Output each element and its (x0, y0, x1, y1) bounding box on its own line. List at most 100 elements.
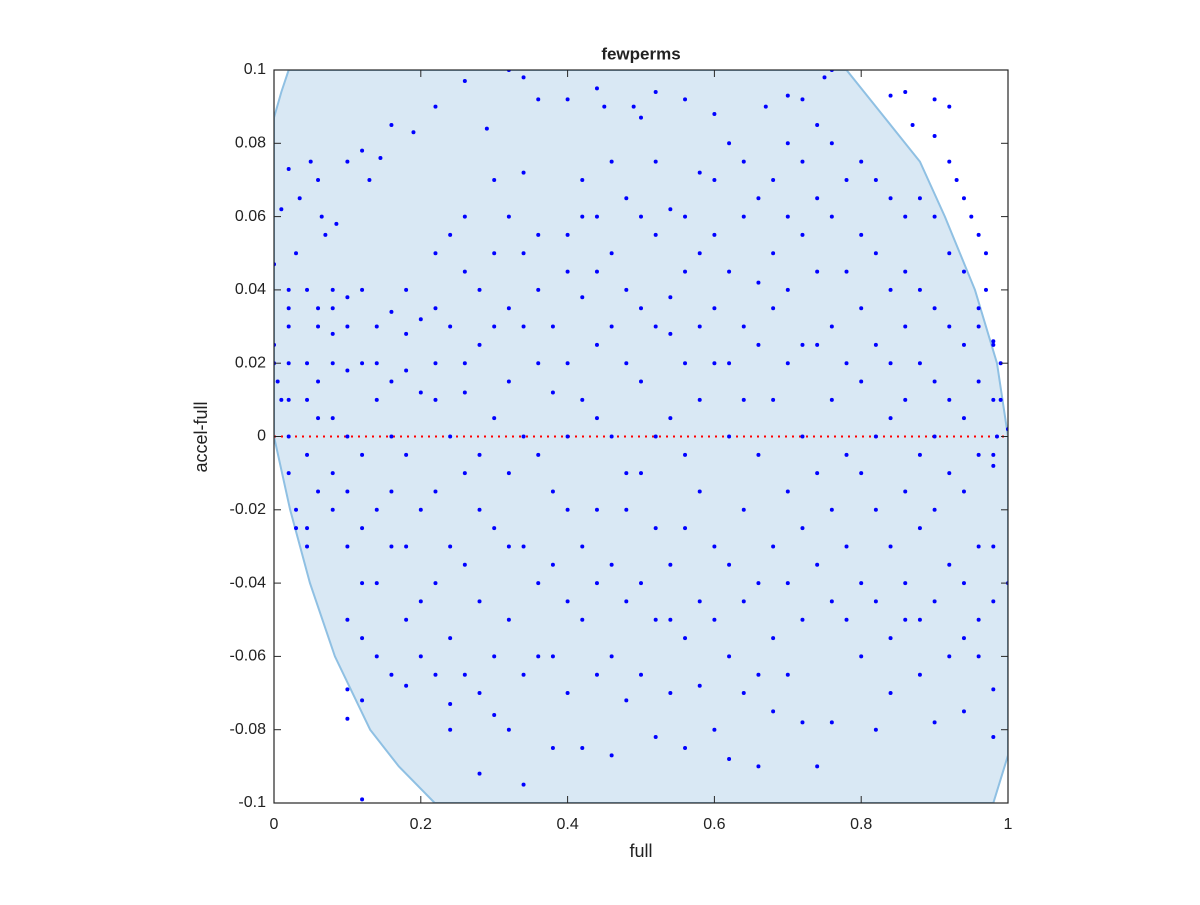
data-point (712, 177, 717, 182)
data-point (800, 617, 805, 622)
data-point (279, 397, 284, 402)
data-point (888, 196, 893, 201)
data-point (932, 507, 937, 512)
data-point (829, 720, 834, 725)
data-point (565, 361, 570, 366)
data-point (418, 654, 423, 659)
data-point (829, 599, 834, 604)
data-point (462, 269, 467, 274)
data-point (433, 306, 438, 311)
data-point (319, 214, 324, 219)
data-point (389, 122, 394, 127)
data-point (815, 269, 820, 274)
data-point (903, 269, 908, 274)
data-point (536, 581, 541, 586)
data-point (297, 196, 302, 201)
data-point (771, 709, 776, 714)
data-point (727, 757, 732, 762)
data-point (286, 287, 291, 292)
data-point (991, 342, 996, 347)
data-point (829, 507, 834, 512)
data-point (844, 452, 849, 457)
data-point (594, 342, 599, 347)
data-point (727, 562, 732, 567)
plot-layer (274, 70, 1008, 803)
data-point (859, 159, 864, 164)
data-point (829, 397, 834, 402)
data-point (316, 306, 321, 311)
data-point (903, 324, 908, 329)
data-point (624, 471, 629, 476)
data-point (994, 434, 999, 439)
data-point (976, 544, 981, 549)
data-point (697, 324, 702, 329)
data-point (712, 111, 717, 116)
data-point (536, 287, 541, 292)
data-point (961, 489, 966, 494)
data-point (521, 75, 526, 80)
data-point (976, 654, 981, 659)
data-point (448, 544, 453, 549)
data-point (305, 526, 310, 531)
data-point (305, 544, 310, 549)
data-point (771, 306, 776, 311)
data-point (389, 544, 394, 549)
data-point (983, 287, 988, 292)
data-point (367, 177, 372, 182)
data-point (624, 361, 629, 366)
data-point (477, 287, 482, 292)
data-point (389, 672, 394, 677)
data-point (492, 713, 497, 718)
data-point (550, 746, 555, 751)
data-point (712, 232, 717, 237)
data-point (580, 177, 585, 182)
data-point (815, 764, 820, 769)
data-point (983, 251, 988, 256)
data-point (305, 287, 310, 292)
data-point (756, 452, 761, 457)
data-point (917, 526, 922, 531)
data-point (433, 581, 438, 586)
data-point (639, 672, 643, 677)
data-point (697, 170, 702, 175)
data-point (609, 562, 614, 567)
data-point (991, 735, 996, 740)
data-point (316, 324, 321, 329)
data-point (477, 507, 482, 512)
data-point (815, 562, 820, 567)
data-point (932, 379, 937, 384)
data-point (624, 287, 629, 292)
data-point (521, 251, 526, 256)
data-point (991, 544, 996, 549)
data-point (829, 324, 834, 329)
data-point (683, 452, 688, 457)
data-point (594, 507, 599, 512)
data-point (756, 672, 761, 677)
data-point (462, 214, 467, 219)
data-point (624, 196, 629, 201)
data-point (521, 170, 526, 175)
data-point (961, 269, 966, 274)
data-point (580, 214, 585, 219)
data-point (323, 232, 328, 237)
data-point (829, 214, 834, 219)
data-point (741, 691, 746, 696)
data-point (389, 379, 394, 384)
data-point (418, 507, 423, 512)
data-point (565, 599, 570, 604)
data-point (345, 434, 350, 439)
data-point (932, 97, 937, 102)
data-point (771, 177, 776, 182)
axes-layer: -0.1 -0.08 -0.06 -0.04 -0.02 0 0.02 0.04 0.06 0.0… (230, 61, 1013, 833)
data-point (727, 141, 732, 146)
data-point (903, 581, 908, 586)
chart-title: fewperms (601, 44, 680, 63)
data-point (917, 672, 922, 677)
data-point (785, 581, 790, 586)
data-point (712, 617, 717, 622)
data-point (727, 434, 732, 439)
data-point (653, 526, 658, 531)
data-point (286, 361, 291, 366)
data-point (550, 562, 555, 567)
data-point (360, 452, 365, 457)
